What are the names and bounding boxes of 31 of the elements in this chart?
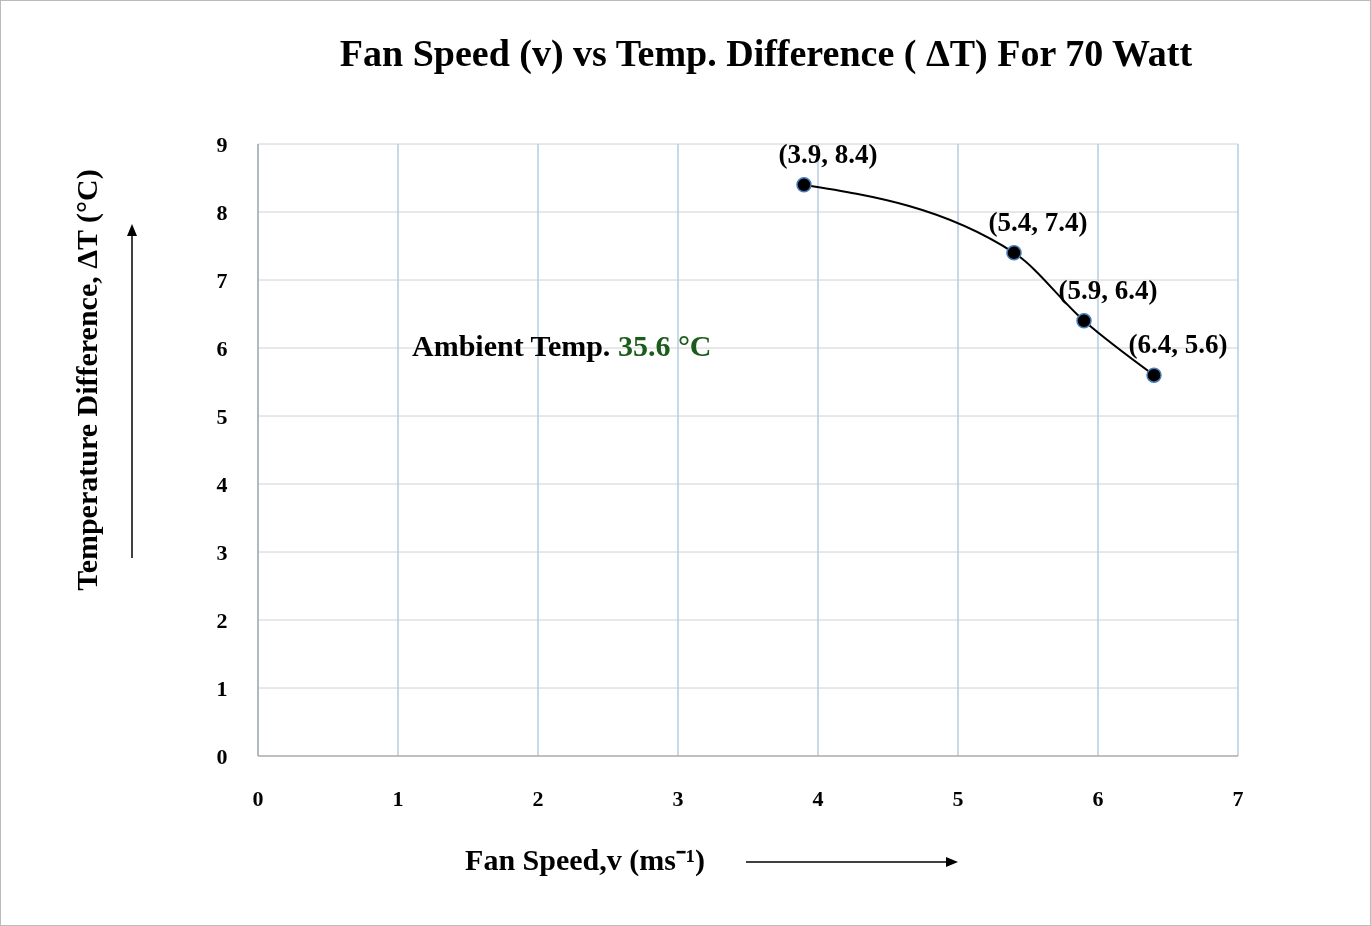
x-tick-label: 7 bbox=[1232, 786, 1244, 811]
annotation: Ambient Temp. bbox=[412, 329, 611, 362]
chart-title: Fan Speed (v) vs Temp. Difference ( ΔT) For 70 Watt bbox=[339, 32, 1193, 75]
data-label: (6.4, 5.6) bbox=[1128, 329, 1228, 360]
point bbox=[796, 177, 812, 193]
annotation: 35.6 °C bbox=[610, 329, 712, 362]
data-label: (5.9, 6.4) bbox=[1058, 274, 1158, 305]
y-tick-label: 3 bbox=[216, 540, 228, 565]
x-tick-label: 5 bbox=[952, 786, 964, 811]
y-tick-label: 2 bbox=[216, 608, 228, 633]
point bbox=[1006, 245, 1022, 261]
x-axis-title: Fan Speed,v (ms⁻¹) bbox=[465, 843, 705, 877]
y-tick-label: 4 bbox=[216, 472, 228, 497]
point bbox=[1076, 313, 1092, 329]
data-label: (5.4, 7.4) bbox=[988, 206, 1088, 237]
x-tick-label: 3 bbox=[672, 786, 684, 811]
x-tick-label: 6 bbox=[1092, 786, 1104, 811]
x-tick-label: 2 bbox=[532, 786, 544, 811]
point bbox=[1146, 367, 1162, 383]
y-tick-label: 5 bbox=[216, 404, 228, 429]
y-tick-label: 8 bbox=[216, 200, 228, 225]
y-tick-label: 0 bbox=[216, 744, 228, 769]
x-tick-label: 1 bbox=[392, 786, 404, 811]
y-tick-label: 1 bbox=[216, 676, 228, 701]
y-axis-title: Temperature Difference, ΔT (°C) bbox=[70, 169, 104, 591]
data-label: (3.9, 8.4) bbox=[778, 138, 878, 169]
y-tick-label: 9 bbox=[216, 132, 228, 157]
y-tick-label: 7 bbox=[216, 268, 228, 293]
x-tick-label: 0 bbox=[252, 786, 264, 811]
y-tick-label: 6 bbox=[216, 336, 228, 361]
x-tick-label: 4 bbox=[812, 786, 824, 811]
